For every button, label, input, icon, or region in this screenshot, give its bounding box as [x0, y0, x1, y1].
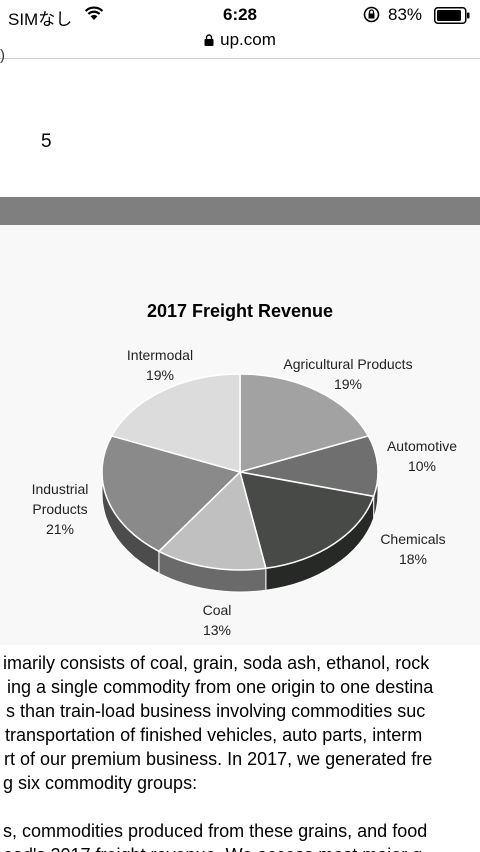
- pie-slice-agricultural-products: [239, 373, 370, 473]
- label-industrial-products-line2: Products: [32, 501, 88, 517]
- body-line: g six commodity groups:: [3, 773, 198, 793]
- wifi-icon: [84, 6, 104, 20]
- body-line: imarily consists of coal, grain, soda as…: [3, 653, 430, 673]
- label-chemicals: Chemicals 18%: [366, 529, 460, 569]
- pie-slice-coal: [157, 470, 267, 571]
- label-intermodal-pct: 19%: [145, 367, 175, 383]
- label-automotive: Automotive 10%: [370, 436, 474, 476]
- battery-percent: 83%: [388, 5, 423, 24]
- body-line: s, commodities produced from these grain…: [3, 821, 428, 841]
- body-line: s than train-load business involving com…: [6, 701, 426, 721]
- label-automotive-pct: 10%: [407, 458, 437, 474]
- carrier-label: SIMなし: [8, 10, 73, 29]
- chart-title: 2017 Freight Revenue: [146, 301, 334, 321]
- text-fragment: ): [0, 47, 5, 64]
- pie-slice-chemicals: [238, 471, 375, 570]
- pie-slice-automotive: [239, 435, 379, 498]
- label-industrial-products-pct: 21%: [45, 521, 75, 537]
- body-text: imarily consists of coal, grain, soda as…: [0, 652, 480, 852]
- lock-icon: [204, 34, 214, 46]
- label-chemicals-name: Chemicals: [380, 531, 446, 547]
- label-agricultural-products-name: Agricultural Products: [283, 356, 413, 372]
- label-coal-pct: 13%: [202, 622, 232, 638]
- toolbar-divider: [0, 58, 480, 59]
- pie-slice-intermodal: [110, 373, 241, 473]
- clock: 6:28: [222, 5, 258, 24]
- status-bar: SIMなし 6:28 83%: [0, 0, 480, 30]
- label-automotive-name: Automotive: [386, 438, 458, 454]
- page-separator: [0, 197, 480, 225]
- rotation-lock-icon: [363, 6, 380, 23]
- body-line: ing a single commodity from one origin t…: [7, 677, 434, 697]
- pie-chart: [101, 373, 379, 593]
- pie-slice-industrial-products: [101, 435, 242, 553]
- label-intermodal-name: Intermodal: [126, 347, 194, 363]
- label-chemicals-pct: 18%: [398, 551, 428, 567]
- page-number: 5: [41, 131, 52, 152]
- address-bar[interactable]: up.com: [0, 30, 480, 56]
- body-line: transportation of finished vehicles, aut…: [5, 725, 423, 745]
- label-intermodal: Intermodal 19%: [110, 345, 210, 385]
- label-industrial-products: Industrial Products 21%: [20, 479, 100, 539]
- body-line: oad's 2017 freight revenue. We access mo…: [3, 844, 422, 852]
- label-agricultural-products-pct: 19%: [333, 376, 363, 392]
- label-industrial-products-line1: Industrial: [31, 481, 89, 497]
- label-agricultural-products: Agricultural Products 19%: [256, 354, 440, 394]
- url-text: up.com: [220, 30, 276, 49]
- label-coal: Coal 13%: [181, 600, 253, 640]
- body-line: rt of our premium business. In 2017, we …: [4, 749, 433, 769]
- battery-icon: [434, 7, 470, 24]
- label-coal-name: Coal: [202, 602, 232, 618]
